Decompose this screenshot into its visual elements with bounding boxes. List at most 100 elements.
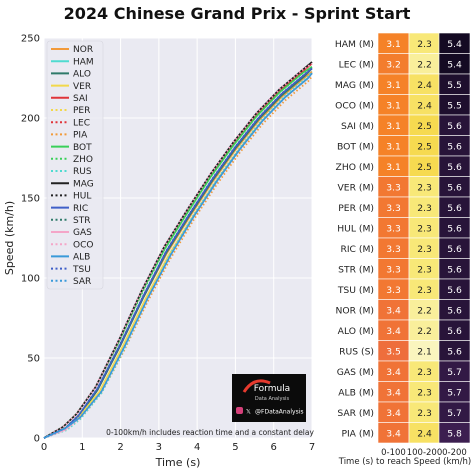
table-cell-value: 2.4	[417, 80, 432, 91]
legend-label: SAR	[73, 277, 91, 287]
table-cell-value: 5.5	[447, 80, 462, 91]
legend-label: ALB	[73, 253, 90, 263]
table-column-header: 100-200	[407, 448, 443, 458]
x-axis: 0 1 2 3 4 5 6 7	[41, 442, 315, 453]
table-row-label: OCO (M)	[335, 100, 374, 111]
y-tick-label: 250	[21, 34, 40, 45]
table-cell-value: 2.3	[417, 203, 432, 214]
table-cell-value: 3.1	[386, 141, 401, 152]
y-axis-label: Speed (km/h)	[3, 201, 16, 275]
legend-label: ALO	[73, 70, 91, 80]
social-handle: @FDataAnalysis	[255, 409, 304, 416]
table-cell-value: 3.4	[386, 367, 401, 378]
legend-label: LEC	[73, 118, 90, 128]
table-cell-value: 2.3	[417, 408, 432, 419]
table-row-label: ALB (M)	[338, 387, 374, 398]
table-row-label: MAG (M)	[335, 80, 374, 91]
legend-label: HAM	[73, 57, 94, 67]
table-cell-value: 5.7	[447, 387, 462, 398]
table-row-label: VER (M)	[338, 182, 375, 193]
table-cell-value: 2.4	[417, 100, 432, 111]
table-row-label: HAM (M)	[335, 39, 374, 50]
table-row-label: STR (M)	[338, 264, 374, 275]
legend-label: STR	[73, 216, 90, 226]
table-cell-value: 5.6	[447, 121, 462, 132]
legend-label: MAG	[73, 179, 94, 189]
series-line-oco	[43, 62, 313, 439]
table-row-label: PER (M)	[338, 203, 374, 214]
table-cell-value: 3.3	[386, 182, 401, 193]
x-tick-label: 5	[232, 442, 238, 453]
table-cell-value: 3.5	[386, 346, 401, 357]
x-tick-label: 7	[309, 442, 315, 453]
legend-label: PIA	[73, 131, 88, 141]
legend: NOR HAM ALO VER SAI PER LEC PIA BOT ZHO RUS MAG HUL R…	[46, 40, 104, 290]
series-lines	[43, 61, 313, 439]
table-row-label: LEC (M)	[339, 59, 374, 70]
table-row-label: TSU (M)	[337, 285, 374, 296]
x-tick-label: 0	[41, 442, 47, 453]
table-cell	[438, 422, 471, 444]
y-axis: 0 50 100 150 200 250	[21, 34, 40, 445]
brand-badge: Formula Data Analysis 𝕏 @FDataAnalysis	[232, 374, 306, 422]
table-cell-value: 3.2	[386, 59, 401, 70]
table-row-label: ZHO (M)	[336, 162, 374, 173]
table-cell-value: 2.2	[417, 326, 432, 337]
brand-logo-icon	[242, 379, 271, 393]
table-cell-value: 3.1	[386, 162, 401, 173]
table-row-label: HUL (M)	[337, 223, 374, 234]
table-cell-value: 2.1	[417, 346, 432, 357]
chart-title: 2024 Chinese Grand Prix - Sprint Start	[64, 4, 411, 23]
table-column-header: 0-100	[381, 448, 406, 458]
table-cell-value: 3.1	[386, 80, 401, 91]
table-cell-value: 5.6	[447, 182, 462, 193]
x-tick-label: 6	[271, 442, 277, 453]
table-cell-value: 3.4	[386, 387, 401, 398]
table-cell-value: 5.7	[447, 408, 462, 419]
legend-label: ZHO	[73, 155, 93, 165]
legend-label: RIC	[73, 204, 88, 214]
table-cell-value: 5.6	[447, 285, 462, 296]
table-cell-value: 3.1	[386, 39, 401, 50]
table-cell-value: 5.6	[447, 141, 462, 152]
legend-label: GAS	[73, 228, 92, 238]
x-social-icon: 𝕏	[246, 409, 251, 416]
table-cell-value: 5.6	[447, 305, 462, 316]
legend-label: TSU	[72, 265, 91, 275]
table-cell-value: 2.3	[417, 39, 432, 50]
x-tick-label: 1	[79, 442, 85, 453]
table-cell-value: 2.2	[417, 305, 432, 316]
table-cell-value: 2.3	[417, 264, 432, 275]
table-cell-value: 3.1	[386, 121, 401, 132]
legend-label: OCO	[73, 240, 93, 250]
table-cell-value: 2.5	[417, 121, 432, 132]
table-cell-value: 2.3	[417, 387, 432, 398]
table-cell-value: 3.4	[386, 326, 401, 337]
table-cell-value: 2.3	[417, 285, 432, 296]
table-cell-value: 3.1	[386, 100, 401, 111]
y-tick-label: 150	[21, 194, 40, 205]
instagram-icon	[236, 407, 243, 414]
brand-tagline: Data Analysis	[255, 396, 290, 402]
table-cell-value: 5.8	[447, 428, 462, 439]
table-cell-value: 2.3	[417, 182, 432, 193]
legend-label: PER	[73, 106, 90, 116]
table-row-label: NOR (M)	[335, 305, 374, 316]
x-tick-label: 4	[194, 442, 200, 453]
table-cell-value: 5.7	[447, 367, 462, 378]
y-tick-label: 50	[27, 354, 40, 365]
legend-label: NOR	[73, 45, 93, 55]
x-tick-label: 2	[117, 442, 123, 453]
table-column-header: 0-200	[442, 448, 467, 458]
table-cell-value: 3.3	[386, 203, 401, 214]
table-cell-value: 2.5	[417, 141, 432, 152]
series-line-sar	[43, 72, 313, 439]
table-cell-value: 5.6	[447, 326, 462, 337]
table-row-label: GAS (M)	[337, 367, 374, 378]
y-tick-label: 0	[34, 434, 40, 445]
table-cell-value: 5.6	[447, 346, 462, 357]
table-row-label: BOT (M)	[337, 141, 374, 152]
legend-label: RUS	[73, 167, 92, 177]
table-cell-value: 5.6	[447, 223, 462, 234]
